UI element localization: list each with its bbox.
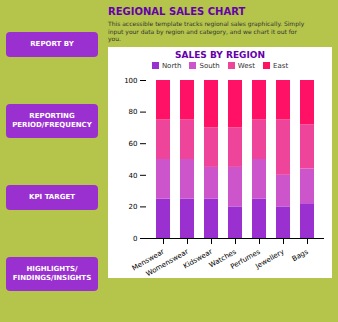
html-text:REPORT BY: REPORT BY — [30, 39, 74, 48]
html-text:North: North — [161, 61, 182, 70]
html-text:REGIONAL SALES CHART: REGIONAL SALES CHART — [108, 6, 246, 17]
html-text:REPORTING PERIOD/FREQUENCY: REPORTING PERIOD/FREQUENCY — [12, 111, 92, 129]
svg-text:Kidswear: Kidswear — [182, 247, 214, 270]
html-text:SALES BY REGION: SALES BY REGION — [175, 49, 265, 60]
svg-text:Perfumes: Perfumes — [229, 247, 262, 271]
svg-text:20: 20 — [129, 203, 138, 211]
svg-text:60: 60 — [129, 139, 138, 147]
html-text:KPI TARGET: KPI TARGET — [29, 192, 75, 201]
svg-text:Jewellery: Jewellery — [253, 247, 285, 270]
svg-text:Bags: Bags — [291, 247, 310, 263]
html-text:East: East — [273, 61, 289, 70]
svg-text:Watches: Watches — [207, 247, 238, 269]
svg-text:80: 80 — [129, 108, 138, 116]
html-text:HIGHLIGHTS/ FINDINGS/INSIGHTS: HIGHLIGHTS/ FINDINGS/INSIGHTS — [12, 264, 92, 282]
svg-text:40: 40 — [129, 171, 138, 179]
svg-text:0: 0 — [133, 234, 137, 242]
html-text:This accessible template track: This accessible template tracks regional… — [108, 20, 305, 42]
html-text:South: South — [199, 61, 220, 70]
svg-text:100: 100 — [124, 76, 137, 84]
html-text:West: West — [237, 61, 255, 70]
